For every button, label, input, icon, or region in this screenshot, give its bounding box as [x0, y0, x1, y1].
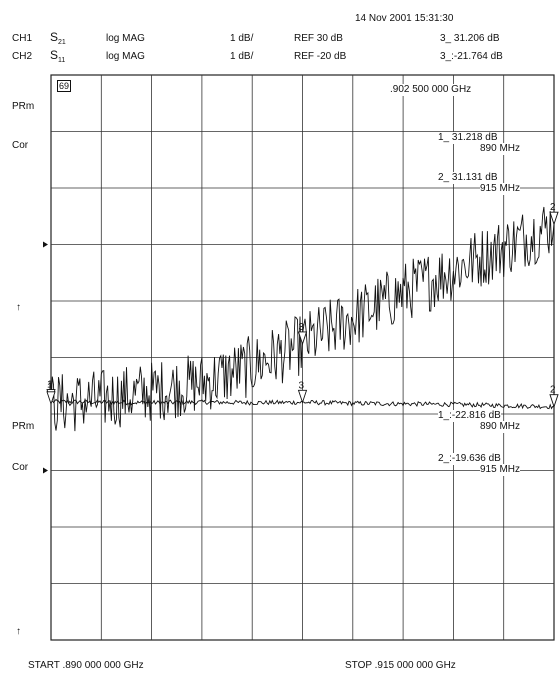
marker-2-label: 2 [550, 385, 556, 396]
marker-2-label: 2 [550, 202, 556, 213]
top-box-label: 69 [57, 80, 72, 92]
prm-label-ch1: PRm [12, 101, 35, 112]
ch2-marker2-value: 2_:-19.636 dB [438, 453, 501, 465]
ch1-marker1-value: 1_ 31.218 dB [438, 132, 498, 144]
ch2-marker-readout: 3_:-21.764 dB [440, 51, 503, 62]
reference-marker-s11 [43, 241, 48, 248]
traces [43, 206, 555, 474]
stop-frequency: STOP .915 000 000 GHz [345, 660, 456, 671]
marker-2-triangle [549, 211, 559, 226]
ch2-marker1-freq: 890 MHz [480, 421, 521, 433]
ch2-scale: 1 dB/ [230, 51, 254, 62]
ch2-ref: REF -20 dB [294, 51, 347, 62]
ch2-marker1-value: 1_:-22.816 dB [438, 410, 501, 422]
cor-label-ch2: Cor [12, 462, 29, 473]
marker-3-label: 3 [299, 322, 305, 333]
ch1-format: log MAG [106, 33, 145, 44]
marker-1-label: 1 [47, 380, 53, 391]
plot-grid [50, 74, 555, 641]
ch2-marker2-freq: 915 MHz [480, 464, 521, 476]
reference-marker-s21 [43, 467, 48, 474]
ch1-stimulus-freq: .902 500 000 GHz [390, 84, 472, 96]
ch2-param: S11 [50, 49, 65, 64]
datetime: 14 Nov 2001 15:31:30 [355, 13, 454, 24]
ch1-param-main: S [50, 30, 59, 44]
ch1-marker2-freq: 915 MHz [480, 183, 521, 195]
ch1-marker1-freq: 890 MHz [480, 143, 521, 155]
marker-1-label: 1 [47, 382, 53, 393]
ch1-marker-readout: 3_ 31.206 dB [440, 33, 500, 44]
ch1-scale: 1 dB/ [230, 33, 254, 44]
ref-arrow-ch2: ↑ [16, 626, 21, 637]
ch1-label: CH1 [12, 33, 33, 44]
ch1-ref: REF 30 dB [294, 33, 343, 44]
ch1-param: S21 [50, 31, 66, 46]
ch1-param-sub: 21 [58, 39, 66, 46]
ch2-label: CH2 [12, 51, 33, 62]
ch2-param-sub: 11 [58, 57, 66, 64]
marker-3-triangle [297, 331, 308, 346]
start-frequency: START .890 000 000 GHz [28, 660, 144, 671]
marker-2-triangle [549, 394, 559, 409]
cor-label-ch1: Cor [12, 140, 29, 151]
ch2-format: log MAG [106, 51, 145, 62]
ch2-param-main: S [50, 48, 59, 62]
ch1-marker2-value: 2_ 31.131 dB [438, 172, 498, 184]
ref-arrow-ch1: ↑ [16, 302, 21, 313]
marker-3-label: 3 [299, 380, 305, 391]
marker-1-triangle [46, 391, 56, 406]
prm-label-ch2: PRm [12, 421, 35, 432]
marker-3-triangle [297, 389, 308, 404]
